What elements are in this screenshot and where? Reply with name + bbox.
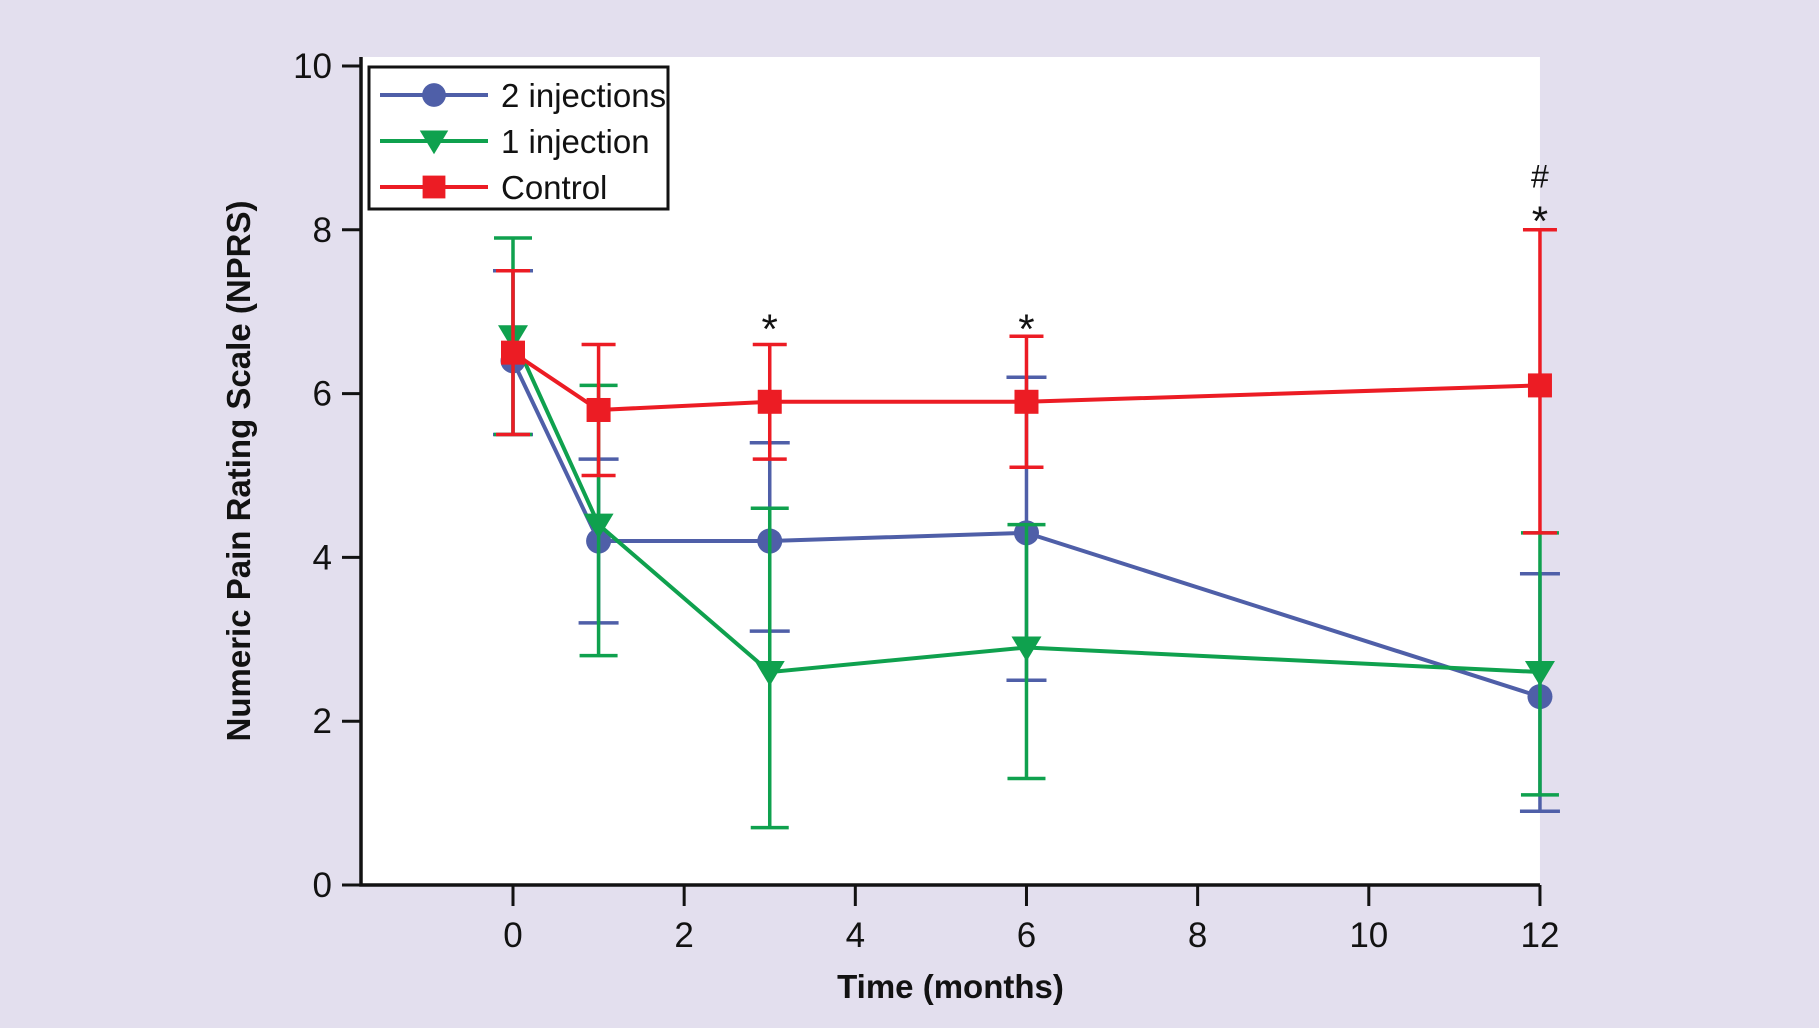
- data-point-square: [1014, 389, 1039, 414]
- x-tick-label: 2: [674, 916, 693, 955]
- significance-hash: #: [1531, 159, 1549, 195]
- data-point-circle: [422, 83, 446, 107]
- y-tick-label: 8: [313, 211, 332, 250]
- y-tick-label: 6: [313, 375, 332, 414]
- x-axis-label: Time (months): [837, 968, 1064, 1005]
- significance-asterisk: *: [1018, 305, 1034, 352]
- y-tick-label: 10: [293, 47, 332, 86]
- legend-label: 1 injection: [501, 123, 650, 160]
- data-point-square: [422, 175, 446, 199]
- x-tick-label: 8: [1188, 916, 1207, 955]
- y-tick-label: 4: [313, 538, 332, 577]
- data-point-triangle: [1524, 661, 1555, 687]
- data-point-triangle: [419, 130, 449, 155]
- data-point-square: [501, 340, 525, 365]
- data-point-triangle: [1011, 636, 1042, 662]
- x-tick-label: 4: [846, 916, 865, 955]
- data-point-triangle: [583, 513, 614, 539]
- significance-asterisk: *: [1532, 197, 1548, 244]
- x-tick-label: 0: [503, 916, 522, 955]
- x-tick-label: 12: [1520, 916, 1559, 955]
- data-point-square: [1527, 373, 1552, 398]
- legend-label: Control: [501, 169, 607, 206]
- data-point-square: [757, 389, 782, 414]
- y-axis-label: Numeric Pain Rating Scale (NPRS): [220, 201, 257, 742]
- data-point-triangle: [754, 661, 785, 687]
- x-tick-label: 10: [1349, 916, 1388, 955]
- legend-label: 2 injections: [501, 77, 666, 114]
- data-point-square: [586, 397, 611, 422]
- y-tick-label: 2: [313, 702, 332, 741]
- x-tick-label: 6: [1017, 916, 1036, 955]
- y-tick-label: 0: [313, 866, 332, 905]
- significance-asterisk: *: [762, 305, 778, 352]
